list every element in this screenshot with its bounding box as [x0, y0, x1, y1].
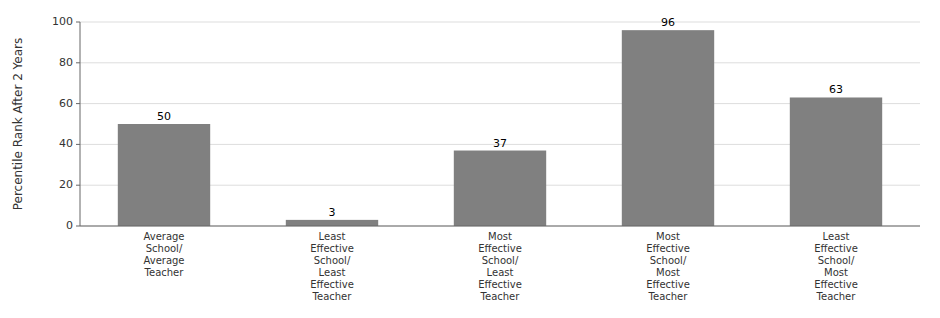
x-tick-label-line: Average: [143, 255, 184, 266]
x-tick-label-line: Most: [656, 231, 680, 242]
bars: [118, 30, 882, 226]
x-tick-label-line: Effective: [310, 279, 354, 290]
bar: [286, 220, 378, 226]
data-label: 50: [157, 110, 171, 123]
bar: [622, 30, 714, 226]
y-tick: [76, 62, 80, 63]
grid-line: [80, 22, 920, 23]
x-tick-label-line: Effective: [646, 279, 690, 290]
x-tick-label-line: Least: [823, 231, 850, 242]
y-tick-label: 40: [59, 137, 73, 150]
y-tick-label: 100: [52, 15, 73, 28]
x-tick-label-line: Effective: [646, 243, 690, 254]
y-tick-label: 60: [59, 97, 73, 110]
x-tick-label-line: Teacher: [144, 267, 185, 278]
y-tick-label: 0: [66, 219, 73, 232]
x-tick-label: LeastEffectiveSchool/LeastEffectiveTeach…: [310, 231, 354, 302]
x-tick-label-line: Most: [656, 267, 680, 278]
x-tick-label-line: Least: [487, 267, 514, 278]
x-tick-label-line: School/: [482, 255, 519, 266]
x-tick-label-line: Effective: [310, 243, 354, 254]
x-tick-label: MostEffectiveSchool/MostEffectiveTeacher: [646, 231, 690, 302]
data-label: 96: [661, 16, 675, 29]
chart-svg: 020406080100503379663AverageSchool/Avera…: [0, 0, 940, 318]
x-tick-label-line: Effective: [478, 243, 522, 254]
y-tick: [76, 144, 80, 145]
x-tick-label-line: Effective: [478, 279, 522, 290]
y-tick: [76, 103, 80, 104]
x-tick-label-line: Teacher: [648, 291, 689, 302]
x-tick-label-line: Effective: [814, 243, 858, 254]
x-tick-label-line: School/: [314, 255, 351, 266]
x-tick-label-line: Teacher: [816, 291, 857, 302]
x-tick-label-line: School/: [146, 243, 183, 254]
x-tick-label-line: Most: [824, 267, 848, 278]
data-label: 37: [493, 137, 507, 150]
x-axis: AverageSchool/AverageTeacherLeastEffecti…: [143, 231, 857, 302]
bar: [454, 151, 546, 226]
data-label: 3: [329, 206, 336, 219]
x-tick-label: AverageSchool/AverageTeacher: [143, 231, 184, 278]
x-tick-label: LeastEffectiveSchool/MostEffectiveTeache…: [814, 231, 858, 302]
bar: [790, 97, 882, 226]
y-tick-label: 20: [59, 178, 73, 191]
data-label: 63: [829, 83, 843, 96]
y-tick: [76, 226, 80, 227]
x-tick-label-line: Teacher: [312, 291, 353, 302]
x-tick-label-line: School/: [818, 255, 855, 266]
grid: [80, 22, 920, 226]
y-axis-title: Percentile Rank After 2 Years: [11, 38, 25, 211]
grid-line: [80, 62, 920, 63]
x-tick-label-line: Least: [319, 267, 346, 278]
data-labels: 50 3 37 96 63: [157, 16, 843, 219]
x-tick-label-line: Effective: [814, 279, 858, 290]
y-tick-label: 80: [59, 56, 73, 69]
y-axis-line: [80, 22, 81, 226]
x-tick-label-line: Least: [319, 231, 346, 242]
y-tick: [76, 22, 80, 23]
grid-line: [80, 226, 920, 227]
x-axis-line: [80, 226, 920, 227]
chart-container: 020406080100503379663AverageSchool/Avera…: [0, 0, 940, 318]
x-tick-label: MostEffectiveSchool/LeastEffectiveTeache…: [478, 231, 522, 302]
x-tick-label-line: Teacher: [480, 291, 521, 302]
x-tick-label-line: Most: [488, 231, 512, 242]
y-tick: [76, 185, 80, 186]
x-tick-label-line: Average: [143, 231, 184, 242]
x-tick-label-line: School/: [650, 255, 687, 266]
y-axis: 0 20 40 60 80 100: [52, 15, 80, 232]
bar: [118, 124, 210, 226]
